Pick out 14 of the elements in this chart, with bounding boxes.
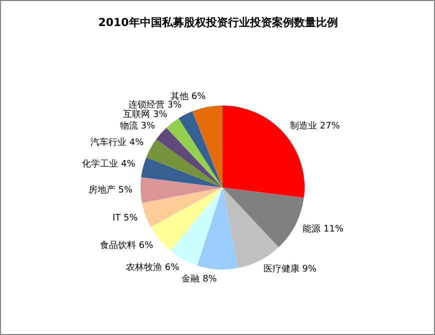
slice-label: 房地产 5% — [88, 184, 133, 196]
slice-label: 食品饮料 6% — [100, 240, 154, 252]
slice-label: IT 5% — [112, 214, 138, 224]
slice-label: 农林牧渔 6% — [126, 262, 180, 274]
slice-label: 能源 11% — [302, 223, 344, 234]
slice-label: 金融 8% — [182, 273, 218, 284]
slice-label: 汽车行业 4% — [90, 137, 144, 148]
slice-label: 医疗健康 9% — [263, 263, 317, 274]
chart-title: 2010年中国私募股权投资行业投资案例数量比例 — [98, 16, 338, 29]
slice-label: 连锁经营 3% — [128, 100, 182, 111]
slice-label: 互联网 3% — [123, 108, 168, 120]
slice-label: 物流 3% — [120, 120, 156, 132]
slice-label: 化学工业 4% — [82, 158, 136, 170]
slice-label: 制造业 27% — [290, 120, 340, 132]
